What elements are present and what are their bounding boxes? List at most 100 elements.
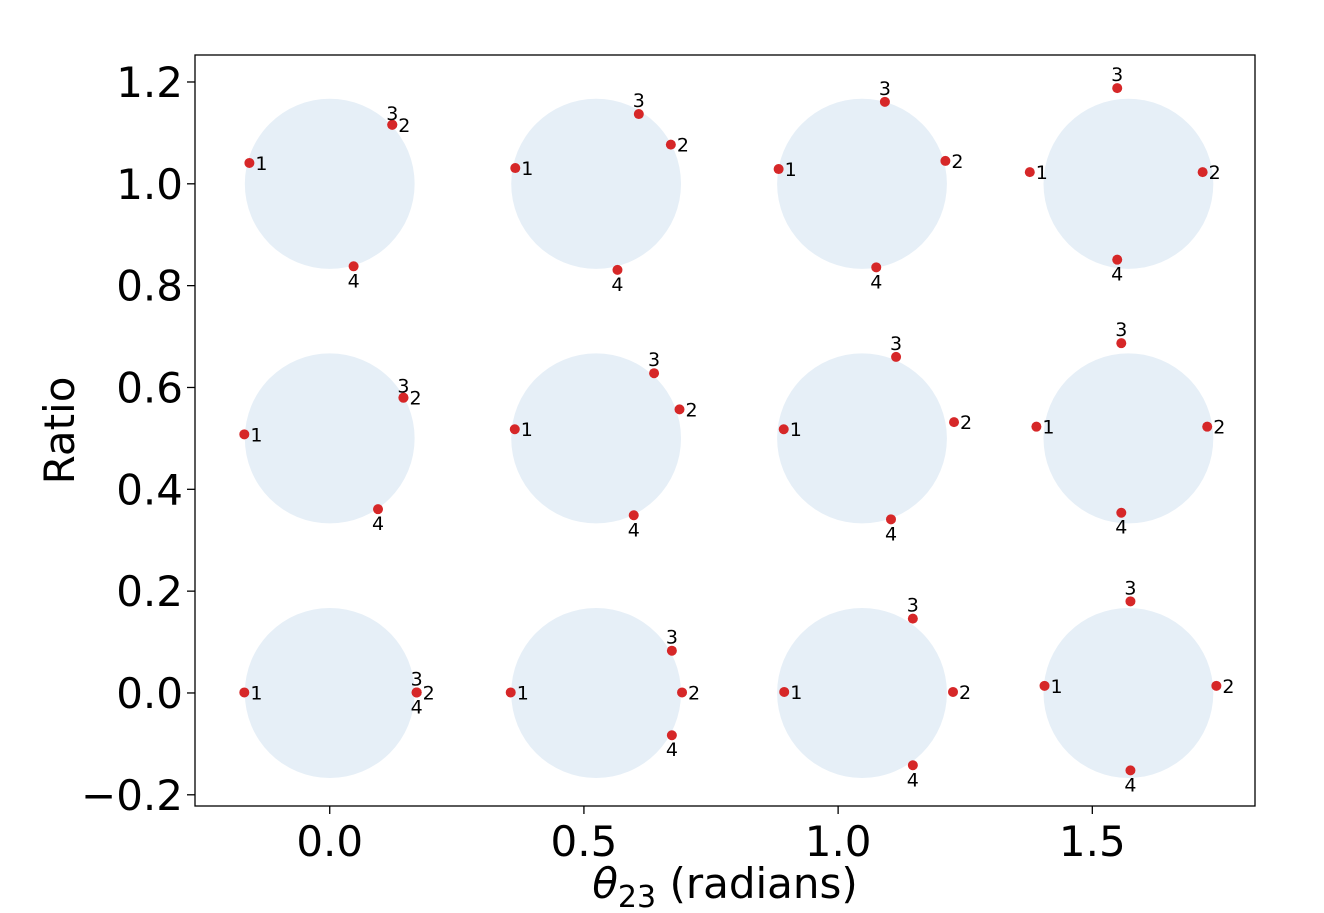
data-point <box>1039 680 1050 691</box>
point-label: 2 <box>960 412 972 434</box>
y-tick-label: 1.0 <box>116 160 183 209</box>
point-label: 1 <box>790 419 802 441</box>
circle-7 <box>777 353 947 524</box>
data-point <box>387 119 398 130</box>
data-point <box>239 687 250 698</box>
data-point <box>674 404 685 415</box>
data-point <box>778 424 789 435</box>
data-point <box>907 613 918 624</box>
point-label: 3 <box>397 376 409 398</box>
point-label: 2 <box>1209 162 1221 184</box>
circle-8 <box>1043 353 1214 524</box>
point-label: 4 <box>611 274 623 296</box>
point-label: 1 <box>250 682 262 704</box>
data-point <box>1116 338 1127 349</box>
data-point <box>666 645 677 656</box>
circle-10 <box>511 607 682 778</box>
y-tick-label: −0.2 <box>81 771 183 820</box>
data-point <box>891 351 902 362</box>
data-point <box>1116 507 1127 518</box>
point-label: 3 <box>633 90 645 112</box>
data-point <box>1112 254 1123 265</box>
point-label: 4 <box>1111 264 1123 286</box>
data-point <box>244 157 255 168</box>
y-tick-label: 0.8 <box>116 262 183 311</box>
point-label: 4 <box>628 519 640 541</box>
circle-1 <box>244 98 415 269</box>
x-tick-label: 1.5 <box>1059 817 1126 866</box>
point-label: 1 <box>790 682 802 704</box>
point-label: 4 <box>907 769 919 791</box>
point-label: 3 <box>1111 64 1123 86</box>
data-point <box>948 686 959 697</box>
point-label: 1 <box>250 424 262 446</box>
point-label: 1 <box>517 682 529 704</box>
point-label: 2 <box>685 399 697 421</box>
point-label: 4 <box>870 271 882 293</box>
point-label: 3 <box>648 349 660 371</box>
point-label: 3 <box>1115 319 1127 341</box>
x-tick-label: 1.0 <box>805 817 872 866</box>
point-label: 2 <box>688 682 700 704</box>
data-point <box>885 514 896 525</box>
point-label: 3 <box>879 78 891 100</box>
point-label: 3 <box>890 333 902 355</box>
plot-frame <box>194 54 1256 807</box>
point-label: 2 <box>951 151 963 173</box>
data-point <box>665 139 676 150</box>
point-label: 3 <box>1124 577 1136 599</box>
point-label: 3 <box>907 595 919 617</box>
data-point <box>411 687 422 698</box>
circle-3 <box>777 98 947 269</box>
data-point <box>239 429 250 440</box>
data-point <box>1202 421 1213 432</box>
data-point <box>1024 167 1035 178</box>
circles-layer <box>244 98 1214 778</box>
data-point <box>949 417 960 428</box>
data-point <box>779 686 790 697</box>
point-label: 1 <box>255 153 267 175</box>
point-label: 2 <box>409 388 421 410</box>
y-tick-label: 0.0 <box>116 669 183 718</box>
point-label: 4 <box>411 696 423 718</box>
point-label: 3 <box>666 627 678 649</box>
data-point <box>871 262 882 273</box>
point-label: 1 <box>521 419 533 441</box>
point-label: 4 <box>1115 517 1127 539</box>
data-point <box>398 392 409 403</box>
data-point <box>1112 83 1123 94</box>
data-point <box>773 164 784 175</box>
point-label: 1 <box>1042 417 1054 439</box>
y-tick-label: 0.4 <box>116 465 183 514</box>
data-point <box>666 730 677 741</box>
point-label: 2 <box>398 115 410 137</box>
data-point <box>628 510 639 521</box>
circle-11 <box>777 607 947 778</box>
point-label: 4 <box>666 739 678 761</box>
point-label: 1 <box>521 158 533 180</box>
points-layer <box>239 83 1222 776</box>
point-label: 4 <box>372 513 384 535</box>
point-label: 3 <box>386 103 398 125</box>
circle-2 <box>511 98 682 269</box>
circle-6 <box>511 353 682 524</box>
data-point <box>1031 421 1042 432</box>
data-point <box>940 155 951 166</box>
point-label: 2 <box>1222 676 1234 698</box>
x-tick-label: 0.0 <box>296 817 363 866</box>
data-point <box>907 760 918 771</box>
data-point <box>509 424 520 435</box>
y-axis: −0.2 0.0 0.2 0.4 0.6 0.8 1.0 1.2 <box>81 58 195 820</box>
data-point <box>373 504 384 515</box>
x-tick-label: 0.5 <box>551 817 618 866</box>
circle-5 <box>244 353 415 524</box>
data-point <box>1211 680 1222 691</box>
data-point <box>510 163 521 174</box>
data-point <box>677 687 688 698</box>
data-point <box>1197 167 1208 178</box>
point-label: 4 <box>1124 774 1136 796</box>
point-label: 2 <box>677 135 689 157</box>
x-axis: 0.0 0.5 1.0 1.5 <box>296 806 1126 866</box>
